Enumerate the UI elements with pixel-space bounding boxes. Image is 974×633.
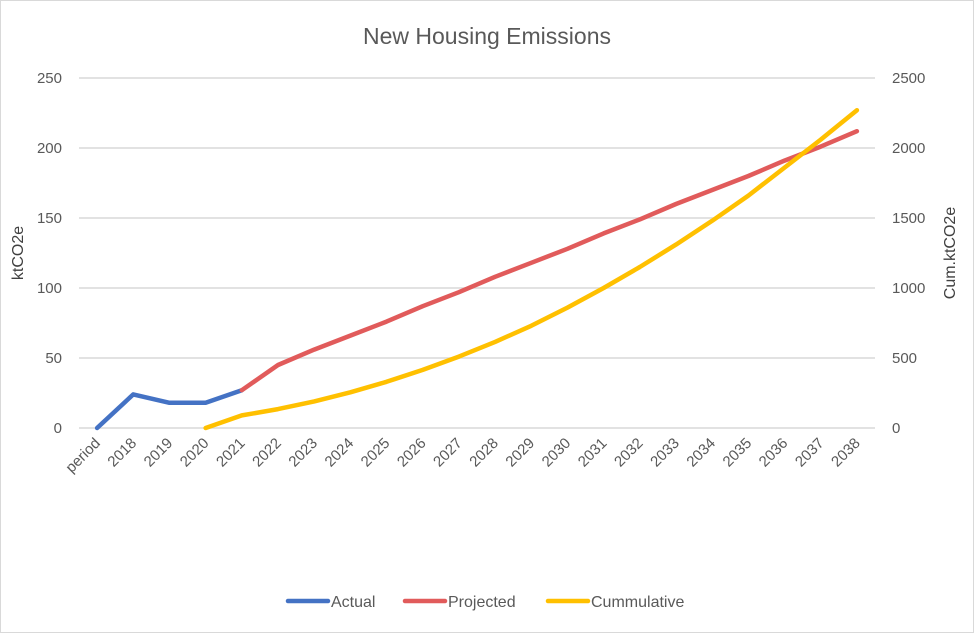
y2-tick-label: 2000 (892, 140, 925, 157)
x-tick-label: 2025 (358, 435, 394, 471)
x-tick-label: 2037 (792, 435, 828, 471)
x-tick-label: 2021 (213, 435, 249, 471)
y2-axis-title: Cum.ktCO2e (942, 207, 959, 300)
x-tick-label: 2024 (322, 435, 358, 471)
series-line-projected (239, 128, 860, 393)
y-tick-label: 200 (37, 140, 62, 157)
x-tick-label: 2026 (394, 435, 430, 471)
y-axis-title: ktCO2e (10, 226, 27, 280)
gridlines (79, 77, 875, 429)
y2-tick-label: 1000 (892, 280, 925, 297)
x-tick-label: 2022 (249, 435, 285, 471)
x-tick-label: 2036 (756, 435, 792, 471)
x-tick-label: 2038 (828, 435, 864, 471)
legend-label: Cummulative (591, 594, 684, 611)
series-lines (94, 107, 860, 431)
chart-title: New Housing Emissions (363, 23, 611, 49)
x-tick-label: 2033 (647, 435, 683, 471)
x-tick-label: 2035 (720, 435, 756, 471)
y-tick-label: 100 (37, 280, 62, 297)
x-tick-label: 2034 (683, 435, 719, 471)
x-tick-label: period (62, 435, 104, 477)
y2-tick-label: 1500 (892, 210, 925, 227)
x-tick-label: 2031 (575, 435, 611, 471)
y-tick-label: 0 (54, 420, 62, 437)
y2-tick-label: 2500 (892, 70, 925, 87)
x-tick-label: 2027 (430, 435, 466, 471)
x-tick-label: 2023 (285, 435, 321, 471)
x-tick-label: 2030 (539, 435, 575, 471)
y2-axis-ticks: 0 500 1000 1500 2000 2500 (892, 70, 925, 437)
x-tick-label: 2029 (502, 435, 538, 471)
y2-tick-label: 0 (892, 420, 900, 437)
legend-label: Projected (448, 594, 516, 611)
y-tick-label: 150 (37, 210, 62, 227)
x-tick-label: 2020 (177, 435, 213, 471)
x-tick-label: 2018 (104, 435, 140, 471)
x-tick-label: 2028 (466, 435, 502, 471)
legend: Actual Projected Cummulative (285, 594, 684, 611)
x-axis-ticks: period 2018 2019 2020 2021 2022 2023 2024 2025 20… (62, 435, 863, 477)
legend-item-cummulative: Cummulative (545, 594, 684, 611)
legend-item-projected: Projected (402, 594, 516, 611)
y-tick-label: 250 (37, 70, 62, 87)
x-tick-label: 2032 (611, 435, 647, 471)
legend-label: Actual (331, 594, 375, 611)
x-tick-label: 2019 (141, 435, 177, 471)
y2-tick-label: 500 (892, 350, 917, 367)
y-tick-label: 50 (45, 350, 62, 367)
y-axis-ticks: 0 50 100 150 200 250 (37, 70, 62, 437)
legend-item-actual: Actual (285, 594, 375, 611)
series-line-cummulative (203, 107, 860, 431)
